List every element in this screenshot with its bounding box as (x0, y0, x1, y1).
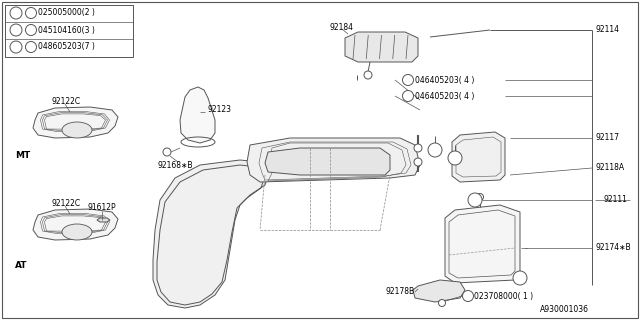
Text: 3: 3 (13, 44, 19, 50)
Circle shape (403, 91, 413, 101)
Polygon shape (153, 160, 270, 308)
Polygon shape (247, 138, 420, 182)
Text: MT: MT (15, 150, 30, 159)
Polygon shape (33, 107, 118, 138)
Text: 92118A: 92118A (595, 164, 624, 172)
Polygon shape (345, 32, 418, 62)
Circle shape (414, 144, 422, 152)
Text: 92178B: 92178B (386, 287, 415, 297)
Circle shape (414, 158, 422, 166)
Circle shape (364, 71, 372, 79)
Circle shape (463, 291, 474, 301)
Ellipse shape (62, 224, 92, 240)
Text: 3: 3 (452, 154, 458, 163)
Circle shape (428, 143, 442, 157)
Text: 3: 3 (433, 146, 437, 155)
Polygon shape (413, 280, 465, 302)
Text: 92168∗B: 92168∗B (157, 161, 193, 170)
Text: 1: 1 (13, 10, 19, 16)
Polygon shape (452, 132, 505, 182)
Text: 91612P: 91612P (88, 204, 116, 212)
Text: S: S (29, 27, 33, 33)
Circle shape (10, 41, 22, 53)
Ellipse shape (62, 122, 92, 138)
Text: 2: 2 (518, 274, 522, 283)
Text: 046405203( 4 ): 046405203( 4 ) (415, 92, 474, 100)
Circle shape (10, 24, 22, 36)
Text: 023708000( 1 ): 023708000( 1 ) (474, 292, 533, 300)
Circle shape (26, 25, 36, 36)
Polygon shape (265, 148, 390, 175)
Text: +: + (478, 195, 482, 199)
Text: 92123: 92123 (207, 106, 231, 115)
Text: 2: 2 (14, 27, 18, 33)
Polygon shape (97, 218, 110, 222)
Circle shape (513, 271, 527, 285)
Circle shape (10, 7, 22, 19)
FancyBboxPatch shape (5, 5, 133, 57)
Text: 048605203(7 ): 048605203(7 ) (38, 43, 95, 52)
Polygon shape (445, 205, 520, 283)
Text: +: + (415, 146, 420, 150)
Circle shape (403, 75, 413, 85)
Text: S: S (29, 44, 33, 50)
Text: 92174∗B: 92174∗B (595, 244, 630, 252)
Text: 92184: 92184 (330, 23, 354, 33)
Circle shape (163, 148, 171, 156)
Text: S: S (406, 93, 410, 99)
Polygon shape (180, 87, 215, 143)
Text: 92114: 92114 (595, 26, 619, 35)
Text: AT: AT (15, 260, 28, 269)
Text: 045104160(3 ): 045104160(3 ) (38, 26, 95, 35)
Text: 1: 1 (472, 196, 477, 204)
Circle shape (448, 151, 462, 165)
Circle shape (26, 7, 36, 19)
Text: +: + (415, 159, 420, 164)
Text: 92122C: 92122C (52, 199, 81, 209)
Text: N: N (28, 10, 34, 16)
Text: A930001036: A930001036 (540, 306, 589, 315)
Circle shape (468, 193, 482, 207)
Text: 92122C: 92122C (52, 98, 81, 107)
Text: 92111: 92111 (603, 196, 627, 204)
Text: 046405203( 4 ): 046405203( 4 ) (415, 76, 474, 84)
Text: 92117: 92117 (595, 133, 619, 142)
Circle shape (438, 300, 445, 307)
Text: N: N (465, 293, 470, 299)
Text: 025005000(2 ): 025005000(2 ) (38, 9, 95, 18)
Circle shape (477, 194, 483, 201)
Polygon shape (33, 209, 118, 240)
Circle shape (26, 42, 36, 52)
Text: S: S (406, 77, 410, 83)
